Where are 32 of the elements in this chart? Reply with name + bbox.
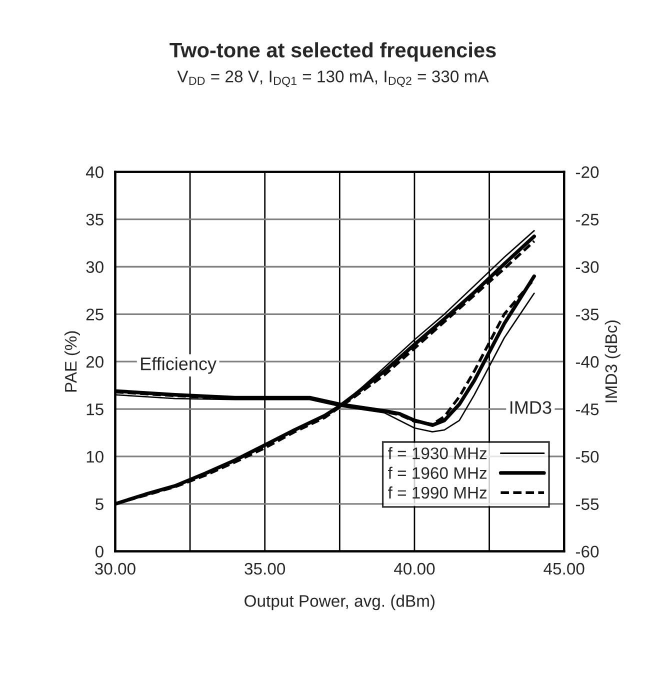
y-tick-label: 25 (86, 308, 104, 320)
y2-tick-label: -50 (576, 450, 599, 463)
chart-subtitle: V$_{DD}$ = 28 V, I$_{DQ1}$ = 130 mA, I$_{DQ2}$ = 330 mA (177, 70, 489, 88)
y-tick-label: 35 (86, 214, 104, 226)
x-axis-title: Output Power, avg. (dBm) (244, 594, 435, 610)
y-tick-label: 15 (86, 404, 104, 416)
y2-tick-label: -25 (576, 214, 599, 226)
y2-tick-label: -20 (576, 166, 599, 178)
y-tick-label: 5 (96, 498, 104, 510)
x-tick-label: 45.00 (544, 562, 584, 575)
legend-label: f = 1990 MHz (388, 486, 487, 499)
x-tick-label: 35.00 (244, 562, 286, 575)
y-tick-label: 30 (86, 261, 104, 273)
y-tick-label: 10 (86, 450, 104, 463)
legend-label: f = 1960 MHz (388, 466, 487, 479)
legend-label: f = 1930 MHz (388, 447, 487, 460)
y2-tick-label: -30 (576, 261, 599, 273)
y-tick-label: 40 (86, 166, 104, 178)
y-tick-label: 20 (86, 356, 104, 368)
y2-tick-label: -40 (576, 356, 599, 368)
y2-tick-label: -45 (576, 404, 599, 416)
annotation: Efficiency (141, 356, 217, 374)
y-axis-title: PAE (%) (64, 331, 80, 392)
y2-tick-label: -35 (576, 308, 599, 320)
chart-title: Two-tone at selected frequencies (170, 42, 496, 62)
y-tick-label: 0 (95, 546, 104, 558)
annotation: IMD3 (510, 401, 552, 414)
y2-axis-title: IMD3 (dBc) (604, 320, 620, 402)
y2-tick-label: -55 (576, 498, 599, 510)
x-tick-label: 30.00 (95, 562, 136, 575)
y2-tick-label: -60 (576, 546, 599, 558)
x-tick-label: 40.00 (394, 562, 435, 575)
